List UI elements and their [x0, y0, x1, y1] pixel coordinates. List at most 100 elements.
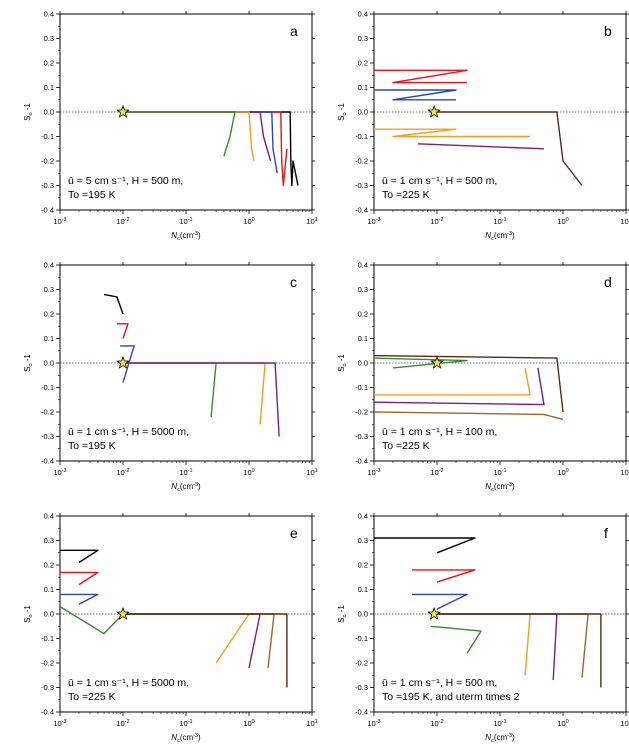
x-tick-label: 10-3: [367, 719, 380, 728]
y-tick-label: 0.2: [358, 561, 368, 570]
x-tick-label: 101: [620, 217, 629, 226]
x-tick-base: 10: [243, 719, 251, 728]
x-tick-label: 10-2: [116, 719, 129, 728]
y-tick-label: 0.2: [44, 59, 54, 68]
y-tick-label: -0.1: [41, 132, 54, 141]
x-label-exp: -3: [507, 482, 512, 488]
series-line: [437, 613, 531, 676]
x-label-exp: -3: [193, 482, 198, 488]
y-tick-label: 0.0: [358, 610, 368, 619]
series-line: [437, 613, 558, 681]
series-line: [59, 606, 124, 635]
x-tick-base: 10: [306, 468, 314, 477]
x-tick-base: 10: [493, 217, 501, 226]
x-tick-exp: -1: [502, 719, 507, 725]
series-line: [417, 143, 545, 150]
y-tick-label: -0.4: [41, 206, 54, 215]
x-tick-exp: -1: [502, 217, 507, 223]
series-line: [123, 111, 255, 162]
series-line: [123, 362, 280, 437]
x-tick-exp: -2: [125, 719, 130, 725]
x-axis-label: Nc(cm-3): [485, 733, 515, 744]
y-tick-label: -0.2: [41, 157, 54, 166]
panel-d: -0.4-0.3-0.2-0.10.00.10.20.30.410-3 10-2 1…: [337, 261, 629, 493]
x-axis-label: Nc(cm-3): [171, 231, 201, 242]
x-tick-exp: -3: [62, 719, 67, 725]
star-marker: [427, 606, 441, 620]
x-tick-label: 10-3: [53, 468, 66, 477]
x-tick-exp: 0: [252, 217, 255, 223]
y-tick-label: 0.3: [358, 34, 368, 43]
y-tick-label: 0.1: [44, 585, 54, 594]
y-tick-label: -0.3: [41, 181, 54, 190]
panel-letter: f: [604, 525, 608, 541]
panel-letter: a: [290, 23, 298, 39]
x-tick-exp: -1: [188, 468, 193, 474]
x-label-close: ): [198, 231, 201, 240]
y-tick-label: 0.1: [358, 585, 368, 594]
x-tick-label: 101: [306, 217, 317, 226]
y-tick-label: 0.2: [358, 59, 368, 68]
series-line: [123, 111, 236, 157]
y-tick-label: 0.4: [44, 261, 54, 270]
annotation-text: To =225 K: [382, 440, 430, 452]
y-tick-label: 0.0: [44, 610, 54, 619]
x-tick-exp: 0: [566, 468, 569, 474]
panel-letter: c: [290, 274, 297, 290]
y-tick-label: -0.1: [41, 634, 54, 643]
series-line: [374, 537, 476, 554]
star-marker: [116, 104, 130, 118]
annotation-text: To =225 K: [382, 189, 430, 201]
x-label-n: N: [171, 733, 177, 742]
star-marker: [116, 606, 130, 620]
y-tick-label: 0.3: [44, 536, 54, 545]
x-label-close: ): [512, 231, 515, 240]
y-label-s: S: [23, 367, 32, 372]
y-label-sub: o: [342, 614, 348, 617]
x-tick-label: 10-1: [493, 217, 506, 226]
y-tick-label: 0.4: [44, 512, 54, 521]
x-tick-label: 101: [620, 468, 629, 477]
y-tick-label: 0.1: [44, 83, 54, 92]
series-line: [437, 613, 589, 678]
x-label-unit: (cm: [180, 733, 194, 742]
x-label-n: N: [485, 231, 491, 240]
y-label-s: S: [337, 618, 346, 623]
panel-b: -0.4-0.3-0.2-0.10.00.10.20.30.410-3 10-2 1…: [337, 10, 629, 242]
x-tick-base: 10: [306, 719, 314, 728]
series-line: [123, 613, 288, 688]
x-tick-base: 10: [493, 468, 501, 477]
star-marker: [430, 355, 444, 369]
x-tick-exp: -2: [439, 217, 444, 223]
y-tick-label: 0.1: [358, 83, 368, 92]
y-tick-label: -0.3: [41, 683, 54, 692]
x-tick-base: 10: [430, 217, 438, 226]
x-axis-label: Nc(cm-3): [171, 733, 201, 744]
x-label-n: N: [171, 482, 177, 491]
x-tick-exp: 1: [315, 719, 318, 725]
x-tick-label: 10-3: [367, 217, 380, 226]
y-axis-label: So -1: [337, 103, 348, 121]
y-tick-label: 0.2: [44, 310, 54, 319]
y-tick-label: 0.2: [44, 561, 54, 570]
x-label-exp: -3: [193, 733, 198, 739]
annotation-text: To =195 K: [68, 189, 116, 201]
y-axis-label: So -1: [337, 605, 348, 623]
x-tick-base: 10: [620, 719, 628, 728]
series-line: [374, 69, 468, 84]
series-line: [123, 613, 250, 664]
x-tick-label: 101: [620, 719, 629, 728]
x-tick-label: 101: [306, 719, 317, 728]
x-label-n: N: [485, 733, 491, 742]
x-tick-label: 10-1: [179, 217, 192, 226]
x-tick-base: 10: [179, 719, 187, 728]
y-tick-label: 0.0: [44, 108, 54, 117]
y-label-rest: -1: [23, 605, 32, 615]
y-label-sub: o: [342, 363, 348, 366]
panel-letter: d: [604, 274, 612, 290]
annotation-text: ū = 1 cm s⁻¹, H = 500 m,: [382, 175, 497, 187]
series-line: [60, 549, 99, 564]
x-tick-exp: 1: [315, 217, 318, 223]
y-tick-label: -0.1: [355, 383, 368, 392]
